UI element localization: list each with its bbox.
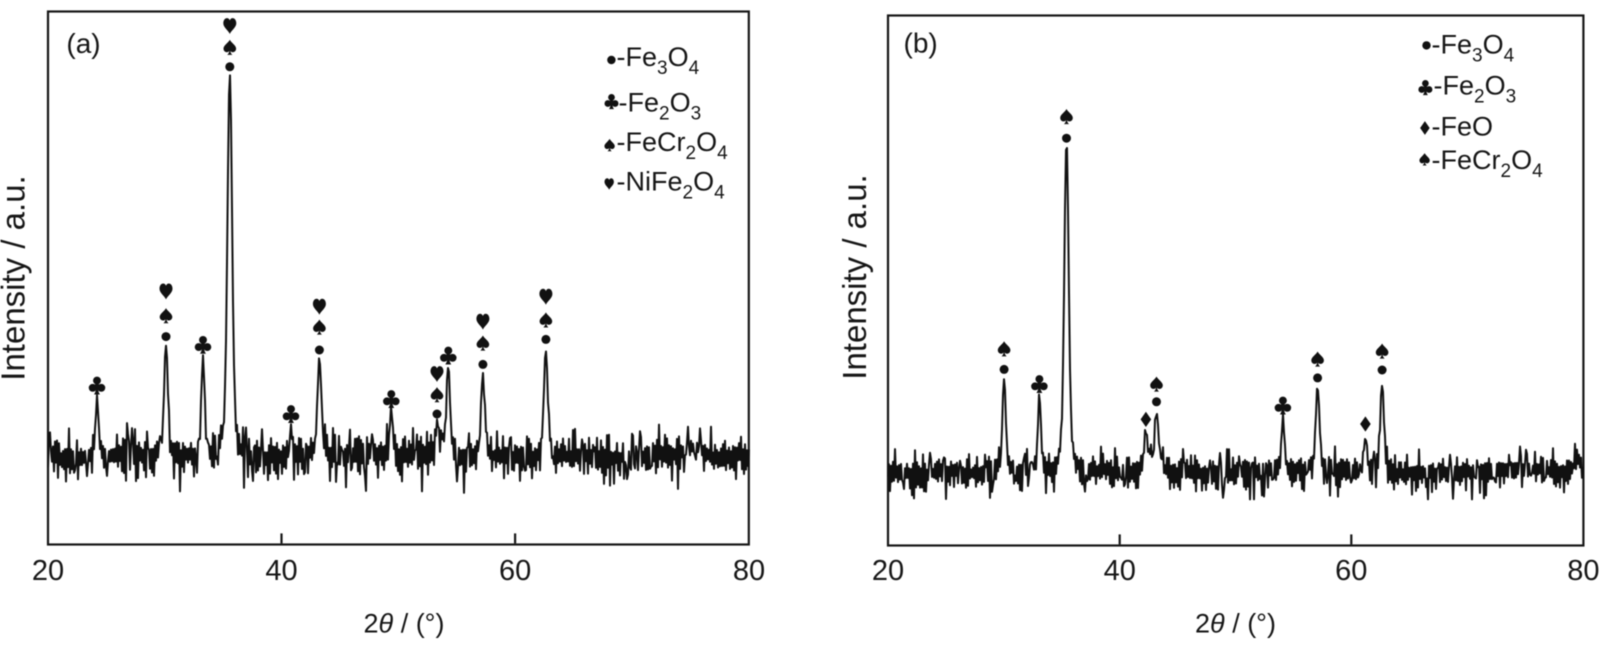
svg-text:(b): (b) (904, 27, 938, 58)
svg-text:80: 80 (1567, 555, 1599, 587)
svg-text:Intensity / a.u.: Intensity / a.u. (0, 175, 32, 380)
svg-text:Intensity / a.u.: Intensity / a.u. (836, 174, 873, 379)
svg-text:2θ / (°): 2θ / (°) (1195, 609, 1276, 639)
svg-text:-FeCr2O4: -FeCr2O4 (617, 127, 729, 164)
svg-text:60: 60 (1335, 555, 1367, 587)
svg-text:40: 40 (265, 555, 297, 587)
svg-text:-FeO: -FeO (1432, 112, 1494, 142)
svg-text:20: 20 (872, 555, 904, 587)
svg-text:-Fe3O4: -Fe3O4 (1432, 29, 1515, 66)
svg-text:60: 60 (499, 555, 531, 587)
svg-text:40: 40 (1104, 555, 1136, 587)
svg-text:-NiFe2O4: -NiFe2O4 (617, 167, 726, 204)
svg-text:(a): (a) (66, 28, 100, 59)
svg-text:-Fe3O4: -Fe3O4 (617, 42, 700, 79)
svg-text:80: 80 (733, 555, 765, 587)
svg-text:-FeCr2O4: -FeCr2O4 (1432, 145, 1544, 182)
svg-text:20: 20 (32, 555, 64, 587)
svg-text:-Fe2O3: -Fe2O3 (619, 88, 702, 125)
svg-text:-Fe2O3: -Fe2O3 (1434, 71, 1517, 108)
svg-text:2θ / (°): 2θ / (°) (364, 609, 445, 639)
